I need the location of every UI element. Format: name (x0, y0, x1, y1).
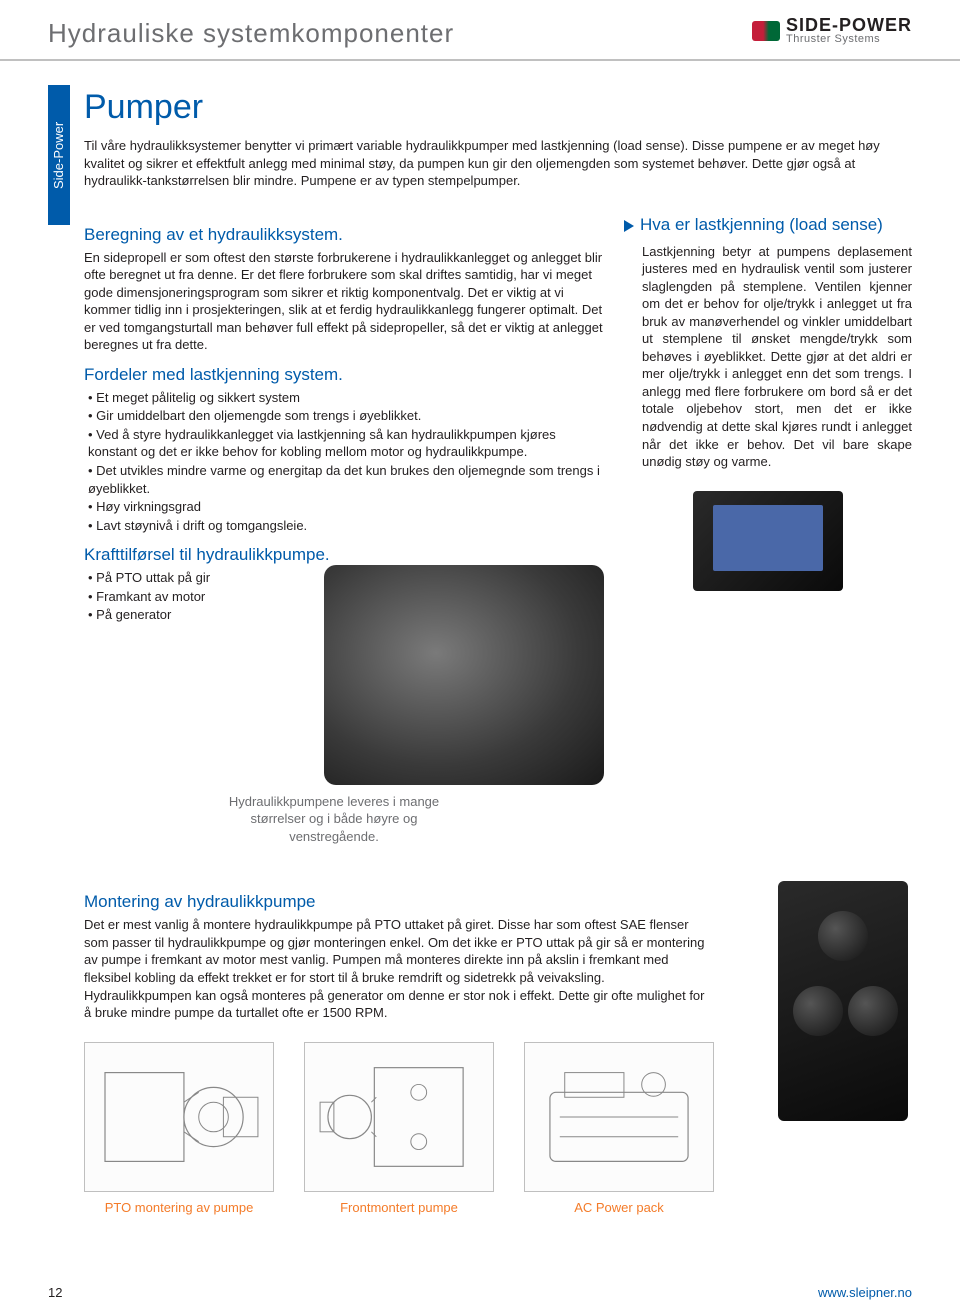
benefits-list: Et meget pålitelig og sikkert system Gir… (84, 389, 604, 534)
main-title: Pumper (84, 85, 912, 131)
diagram-ac (524, 1042, 714, 1192)
captions-row: PTO montering av pumpe Frontmontert pump… (84, 1200, 714, 1217)
caption-front: Frontmontert pumpe (304, 1200, 494, 1217)
aside-body: Lastkjenning betyr at pumpens deplasemen… (624, 243, 912, 471)
footer-url: www.sleipner.no (818, 1284, 912, 1302)
mounting-body: Det er mest vanlig å montere hydraulikkp… (84, 916, 714, 1021)
list-item: Ved å styre hydraulikkanlegget via lastk… (88, 426, 604, 461)
list-item: Et meget pålitelig og sikkert system (88, 389, 604, 407)
calc-heading: Beregning av et hydraulikksystem. (84, 224, 604, 247)
diagram-pto (84, 1042, 274, 1192)
panel-screen (713, 505, 823, 571)
list-item: Høy virkningsgrad (88, 498, 604, 516)
right-column: Hva er lastkjenning (load sense) Lastkje… (624, 214, 912, 846)
caption-ac: AC Power pack (524, 1200, 714, 1217)
page-number: 12 (48, 1284, 62, 1302)
aside-heading: Hva er lastkjenning (load sense) (624, 214, 912, 237)
caption-pto: PTO montering av pumpe (84, 1200, 274, 1217)
brand-logo: SIDE-POWER Thruster Systems (752, 16, 912, 45)
power-heading: Krafttilførsel til hydraulikkpumpe. (84, 544, 604, 567)
control-knob (848, 986, 898, 1036)
mounting-section: Montering av hydraulikkpumpe Det er mest… (84, 881, 908, 1216)
intro-paragraph: Til våre hydraulikksystemer benytter vi … (84, 137, 904, 190)
content-area: Side-Power Pumper Til våre hydraulikksys… (0, 61, 960, 1216)
diagrams-row (84, 1042, 714, 1192)
arrow-icon (624, 220, 634, 232)
benefits-heading: Fordeler med lastkjenning system. (84, 364, 604, 387)
diagram-front (304, 1042, 494, 1192)
logo-sub-text: Thruster Systems (786, 34, 912, 45)
list-item: Lavt støynivå i drift og tomgangsleie. (88, 517, 604, 535)
page-footer: 12 www.sleipner.no (48, 1284, 912, 1302)
logo-brand-text: SIDE-POWER (786, 16, 912, 34)
thruster-control-photo (778, 881, 908, 1121)
left-column: Beregning av et hydraulikksystem. En sid… (84, 214, 604, 846)
list-item: Gir umiddelbart den oljemengde som treng… (88, 407, 604, 425)
pump-photo (324, 565, 604, 785)
list-item: Det utvikles mindre varme og energitap d… (88, 462, 604, 497)
mounting-heading: Montering av hydraulikkpumpe (84, 891, 714, 914)
calc-body: En sidepropell er som oftest den største… (84, 249, 604, 354)
aside-heading-text: Hva er lastkjenning (load sense) (640, 214, 883, 237)
logo-mark-icon (752, 21, 780, 41)
pump-caption: Hydraulikkpumpene leveres i mange større… (204, 793, 464, 846)
control-knob (793, 986, 843, 1036)
side-tab: Side-Power (48, 85, 70, 225)
header-title: Hydrauliske systemkomponenter (48, 16, 454, 51)
control-panel-photo (693, 491, 843, 591)
control-knob (818, 911, 868, 961)
page-header: Hydrauliske systemkomponenter SIDE-POWER… (0, 0, 960, 61)
